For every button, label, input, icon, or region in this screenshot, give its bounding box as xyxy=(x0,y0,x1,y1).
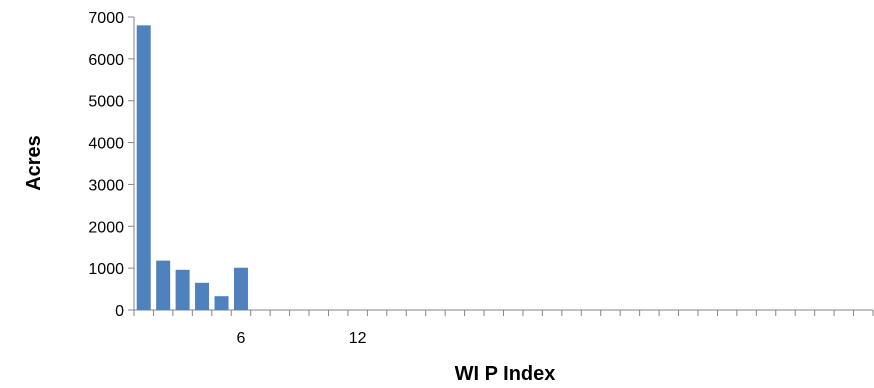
y-tick-label: 5000 xyxy=(88,94,124,111)
bar xyxy=(175,269,190,310)
y-tick-label: 2000 xyxy=(88,219,124,236)
y-tick-label: 7000 xyxy=(88,10,124,27)
bar xyxy=(233,267,248,310)
y-axis: 0 1000 2000 3000 4000 5000 6000 7000 xyxy=(88,10,135,320)
y-tick-label: 0 xyxy=(115,303,124,320)
bar xyxy=(195,282,210,310)
bars xyxy=(136,25,248,310)
y-tick-label: 1000 xyxy=(88,261,124,278)
bar xyxy=(136,25,151,310)
x-tick-label: 12 xyxy=(349,330,367,347)
y-tick-label: 3000 xyxy=(88,177,124,194)
x-axis: 6 12 xyxy=(133,309,874,347)
y-tick-label: 4000 xyxy=(88,136,124,153)
bar xyxy=(156,260,171,310)
bar xyxy=(214,296,229,310)
x-axis-title: WI P Index xyxy=(455,363,556,385)
x-tick-label: 6 xyxy=(237,330,246,347)
y-axis-title: Acres xyxy=(23,135,45,191)
y-tick-label: 6000 xyxy=(88,52,124,69)
